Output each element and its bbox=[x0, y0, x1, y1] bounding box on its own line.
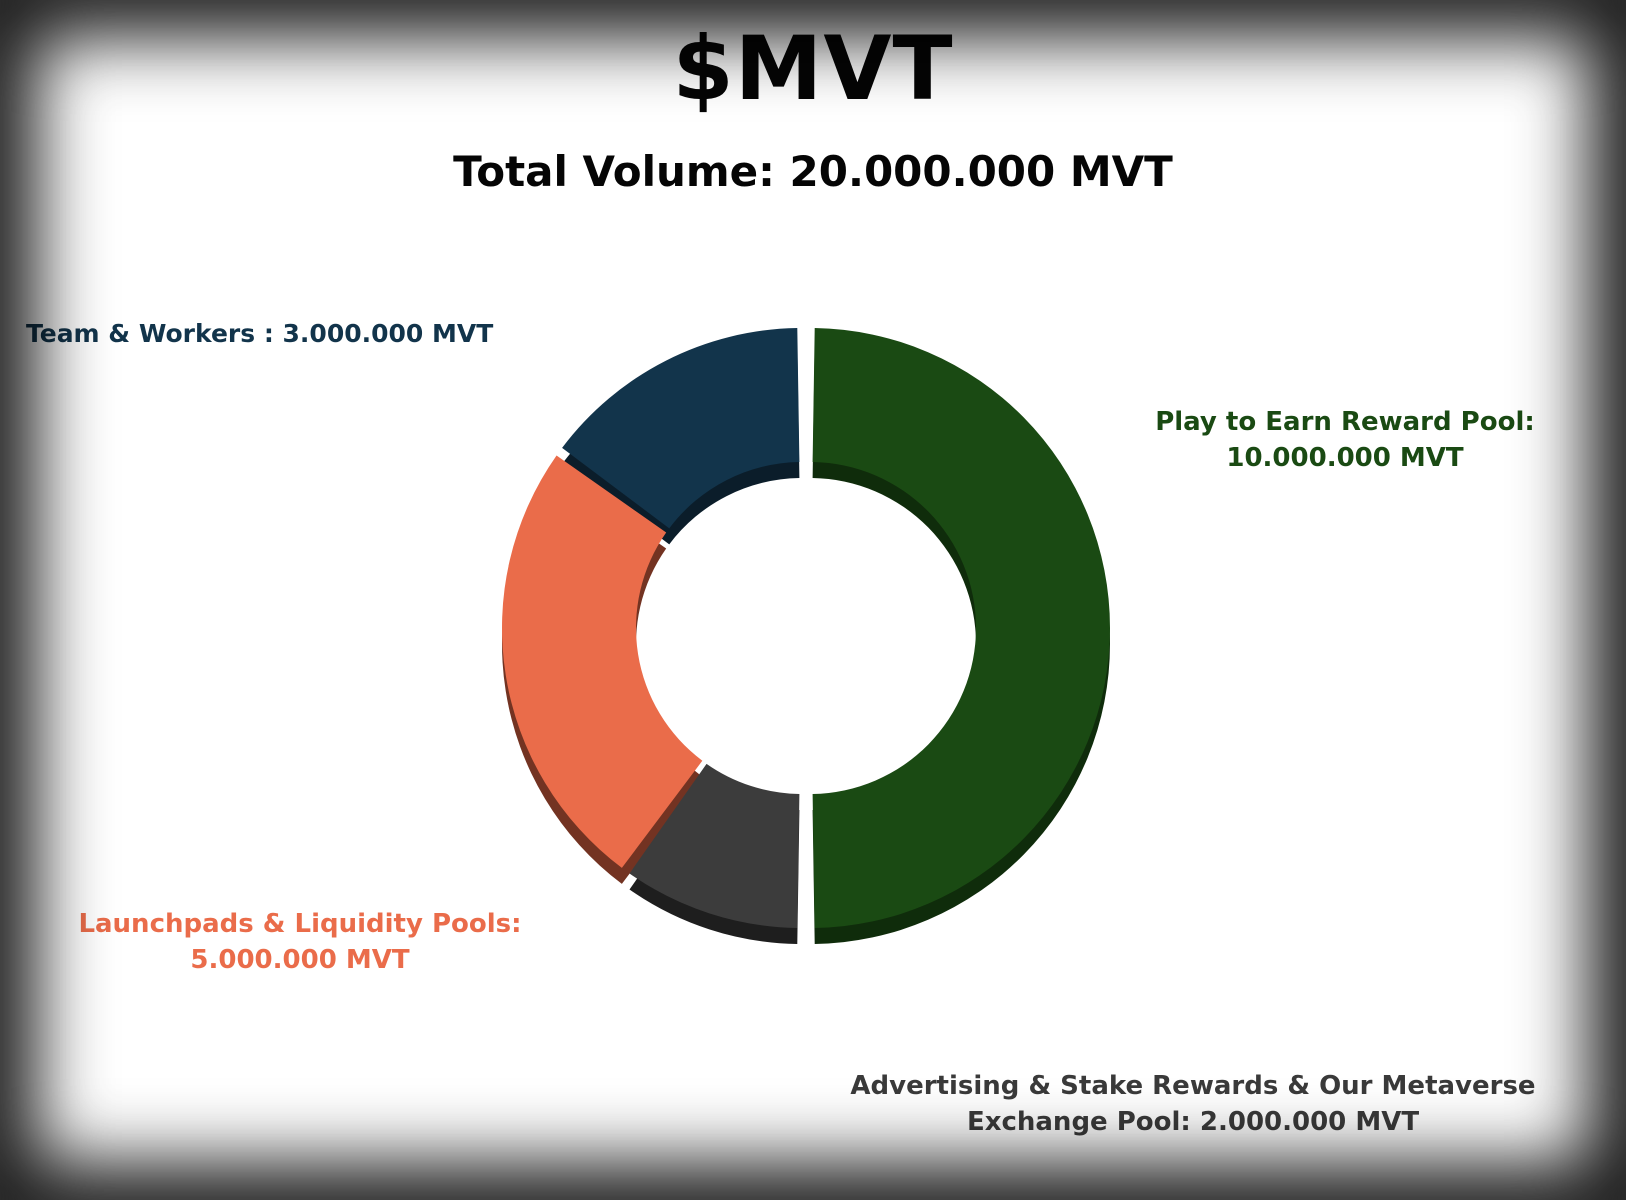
slice-label-advertising-line-1: Advertising & Stake Rewards & Our Metave… bbox=[850, 1071, 1536, 1101]
slice-label-launch-line-1: Launchpads & Liquidity Pools: bbox=[78, 909, 522, 939]
slice-label-launch: Launchpads & Liquidity Pools: 5.000.000 … bbox=[20, 906, 580, 978]
chart-title: $MVT bbox=[672, 17, 954, 120]
slice-adv bbox=[629, 763, 800, 928]
slice-label-advertising: Advertising & Stake Rewards & Our Metave… bbox=[770, 1068, 1616, 1140]
slice-play bbox=[812, 328, 1111, 928]
slice-label-launch-line-2: 5.000.000 MVT bbox=[190, 945, 410, 975]
chart-subtitle: Total Volume: 20.000.000 MVT bbox=[453, 147, 1173, 196]
slice-label-play-line-1: Play to Earn Reward Pool: bbox=[1155, 407, 1535, 437]
slice-launch bbox=[502, 455, 703, 868]
slice-label-play-line-2: 10.000.000 MVT bbox=[1226, 443, 1464, 473]
slice-label-team-line-1: Team & Workers : 3.000.000 MVT bbox=[26, 319, 494, 348]
slice-team bbox=[562, 328, 800, 529]
slice-label-advertising-line-2: Exchange Pool: 2.000.000 MVT bbox=[966, 1107, 1420, 1137]
slices bbox=[502, 328, 1111, 928]
slice-label-team: Team & Workers : 3.000.000 MVT bbox=[26, 316, 586, 352]
slice-label-play: Play to Earn Reward Pool: 10.000.000 MVT bbox=[1100, 404, 1590, 476]
